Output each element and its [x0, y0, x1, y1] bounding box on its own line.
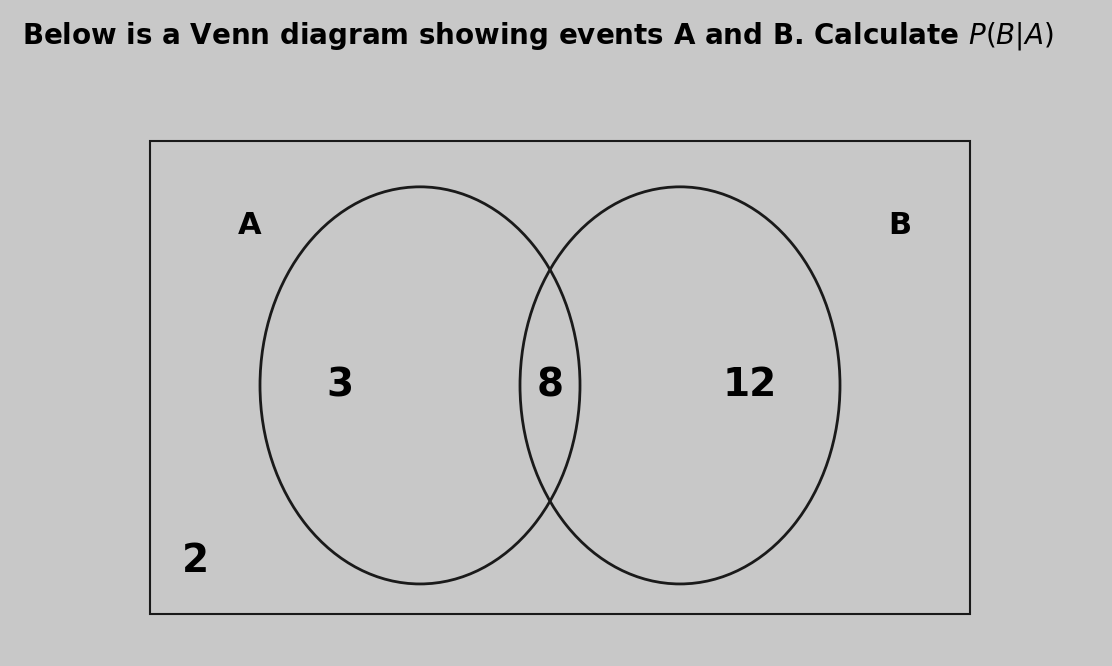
Text: 12: 12 [723, 366, 777, 404]
Text: 3: 3 [327, 366, 354, 404]
Bar [150, 141, 970, 615]
Text: A: A [238, 210, 261, 240]
Text: B: B [888, 210, 912, 240]
Text: 8: 8 [536, 366, 564, 404]
Text: 2: 2 [181, 542, 209, 580]
Text: Below is a Venn diagram showing events A and B. Calculate $P(B|A)$: Below is a Venn diagram showing events A… [22, 20, 1054, 52]
